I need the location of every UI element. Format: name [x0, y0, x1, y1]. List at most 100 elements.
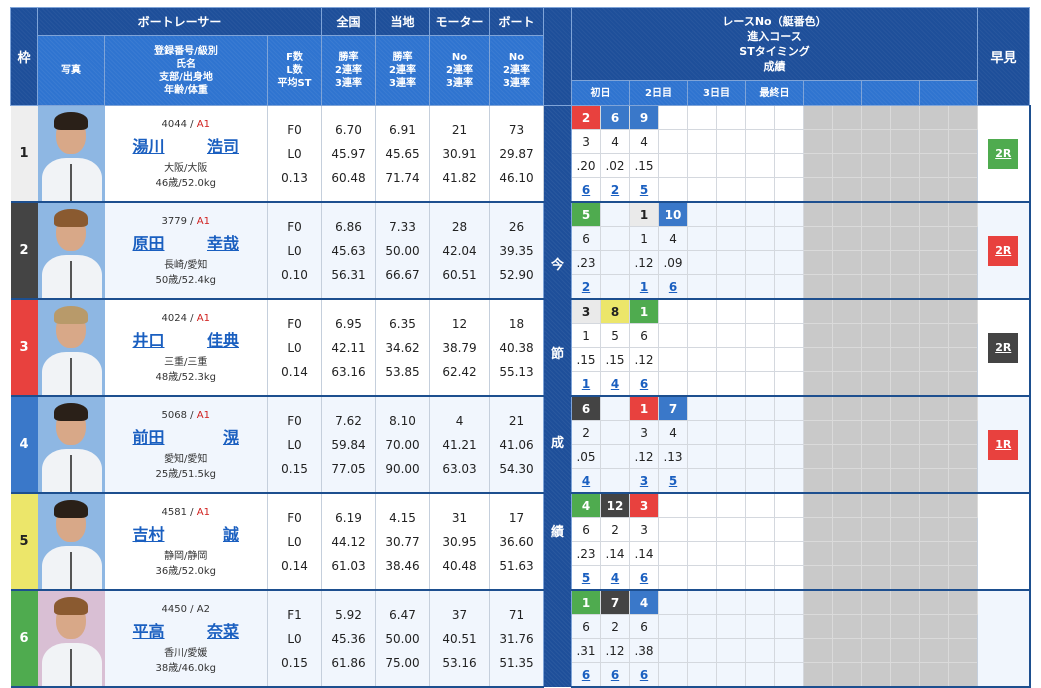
local-rate: 6.91 45.65 71.74 [375, 105, 431, 203]
race-result[interactable]: 5 [571, 565, 602, 591]
race-result[interactable]: 4 [600, 371, 631, 397]
race-number[interactable]: 3 [571, 299, 602, 324]
hayami-button[interactable]: 2R [988, 235, 1019, 266]
st-timing: .14 [629, 541, 660, 566]
hayami-cell: 2R [977, 105, 1031, 203]
race-result-link[interactable]: 3 [639, 473, 649, 488]
race-number[interactable]: 12 [600, 493, 631, 518]
race-result-link[interactable]: 1 [639, 279, 649, 294]
race-result-link[interactable]: 5 [668, 473, 678, 488]
boat-rate-value: 54.30 [499, 461, 534, 476]
race-cell-empty [716, 468, 747, 494]
race-result[interactable]: 6 [571, 177, 602, 203]
racer-photo[interactable] [37, 202, 105, 300]
boat-rate-value: 17 [508, 510, 525, 525]
race-result[interactable]: 6 [629, 662, 660, 688]
race-cell-empty [832, 444, 863, 469]
race-result[interactable]: 4 [571, 468, 602, 494]
race-number[interactable]: 7 [658, 396, 689, 421]
race-number[interactable]: 2 [571, 105, 602, 130]
race-result[interactable]: 3 [629, 468, 660, 494]
race-number[interactable]: 9 [629, 105, 660, 130]
race-number[interactable]: 8 [600, 299, 631, 324]
race-result-link[interactable]: 4 [610, 376, 620, 391]
racer-name-link[interactable]: 前田 滉 [105, 424, 268, 448]
race-result[interactable]: 2 [600, 177, 631, 203]
motor-rate: 4 41.21 63.03 [429, 396, 491, 494]
race-cell-empty [687, 638, 718, 663]
race-result[interactable]: 4 [600, 565, 631, 591]
boat-rate-value: 29.87 [499, 146, 534, 161]
race-result[interactable]: 1 [629, 274, 660, 300]
hayami-button[interactable]: 2R [988, 138, 1019, 169]
race-result[interactable]: 6 [629, 371, 660, 397]
boat-rate: 21 41.06 54.30 [489, 396, 545, 494]
race-result-link[interactable]: 6 [581, 182, 591, 197]
race-result-link[interactable]: 1 [581, 376, 591, 391]
race-result-link[interactable]: 6 [668, 279, 678, 294]
race-result[interactable]: 6 [600, 662, 631, 688]
race-result-link[interactable]: 6 [610, 667, 620, 682]
racer-photo[interactable] [37, 396, 105, 494]
race-result-link[interactable]: 5 [581, 570, 591, 585]
hayami-button[interactable]: 2R [988, 332, 1019, 363]
race-number[interactable]: 6 [600, 105, 631, 130]
race-cell-empty [774, 202, 805, 227]
racer-photo[interactable] [37, 590, 105, 688]
race-cell-empty [687, 347, 718, 372]
racer-name-link[interactable]: 湯川 浩司 [105, 133, 268, 157]
race-result-link[interactable]: 6 [639, 667, 649, 682]
race-result-link[interactable]: 6 [581, 667, 591, 682]
racer-name-link[interactable]: 平高 奈菜 [105, 618, 268, 642]
race-number[interactable]: 1 [629, 299, 660, 324]
race-number[interactable]: 1 [629, 396, 660, 421]
entry-course: 3 [629, 517, 660, 542]
fl-st-value: F0 [287, 413, 302, 428]
race-result-link[interactable]: 6 [639, 570, 649, 585]
racer-photo[interactable] [37, 493, 105, 591]
race-result-link[interactable]: 2 [610, 182, 620, 197]
race-cell-empty [774, 517, 805, 542]
boat-rate-value: 52.90 [499, 267, 534, 282]
race-number[interactable]: 10 [658, 202, 689, 227]
race-result[interactable]: 5 [629, 177, 660, 203]
race-result-link[interactable]: 2 [581, 279, 591, 294]
race-result[interactable]: 6 [658, 274, 689, 300]
race-number[interactable]: 4 [571, 493, 602, 518]
race-number[interactable]: 1 [629, 202, 660, 227]
race-number[interactable]: 3 [629, 493, 660, 518]
race-number[interactable]: 4 [629, 590, 660, 615]
race-cell-empty [948, 226, 979, 251]
race-result-link[interactable]: 6 [639, 376, 649, 391]
local-rate-value: 70.00 [385, 437, 420, 452]
race-cell-empty [948, 590, 979, 615]
racer-name-link[interactable]: 原田 幸哉 [105, 230, 268, 254]
race-result[interactable]: 2 [571, 274, 602, 300]
racer-name-link[interactable]: 井口 佳典 [105, 327, 268, 351]
sub-line: 3連率 [335, 78, 362, 89]
fl-st: F0 L0 0.15 [267, 396, 323, 494]
age-weight: 38歳/46.0kg [155, 662, 217, 674]
reg-number: 5068 [161, 409, 187, 421]
race-result[interactable]: 6 [571, 662, 602, 688]
race-result-link[interactable]: 4 [610, 570, 620, 585]
race-result[interactable]: 5 [658, 468, 689, 494]
race-result[interactable]: 6 [629, 565, 660, 591]
race-result-link[interactable]: 4 [581, 473, 591, 488]
racer-photo[interactable] [37, 105, 105, 203]
race-number[interactable]: 6 [571, 396, 602, 421]
race-number[interactable]: 5 [571, 202, 602, 227]
race-cell-empty [658, 371, 689, 397]
racer-photo[interactable] [37, 299, 105, 397]
race-result[interactable]: 1 [571, 371, 602, 397]
race-result-link[interactable]: 5 [639, 182, 649, 197]
sub-line: No [508, 52, 525, 63]
race-cell-empty [687, 323, 718, 348]
racer-name-link[interactable]: 吉村 誠 [105, 521, 268, 545]
hayami-button[interactable]: 1R [988, 429, 1019, 460]
entry-course: 5 [600, 323, 631, 348]
race-number[interactable]: 1 [571, 590, 602, 615]
race-cell-empty [948, 347, 979, 372]
race-number[interactable]: 7 [600, 590, 631, 615]
